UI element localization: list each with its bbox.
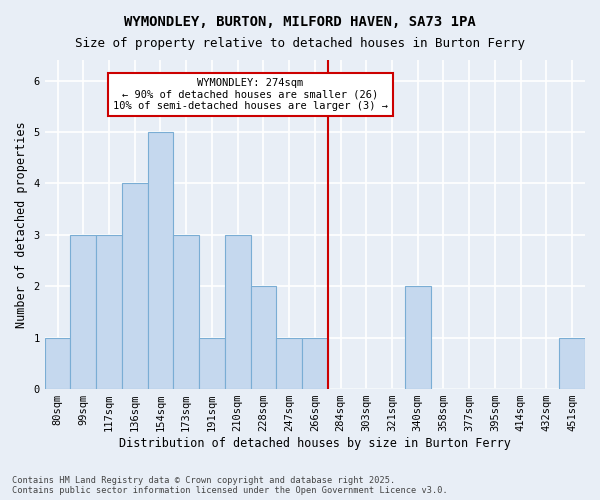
Text: WYMONDLEY: 274sqm
← 90% of detached houses are smaller (26)
10% of semi-detached: WYMONDLEY: 274sqm ← 90% of detached hous… bbox=[113, 78, 388, 111]
Bar bbox=[302, 338, 328, 389]
Bar bbox=[559, 338, 585, 389]
Bar bbox=[122, 184, 148, 389]
Bar bbox=[276, 338, 302, 389]
Bar bbox=[148, 132, 173, 389]
Bar bbox=[225, 235, 251, 389]
Bar bbox=[251, 286, 276, 389]
X-axis label: Distribution of detached houses by size in Burton Ferry: Distribution of detached houses by size … bbox=[119, 437, 511, 450]
Text: WYMONDLEY, BURTON, MILFORD HAVEN, SA73 1PA: WYMONDLEY, BURTON, MILFORD HAVEN, SA73 1… bbox=[124, 15, 476, 29]
Y-axis label: Number of detached properties: Number of detached properties bbox=[15, 121, 28, 328]
Text: Size of property relative to detached houses in Burton Ferry: Size of property relative to detached ho… bbox=[75, 38, 525, 51]
Bar bbox=[199, 338, 225, 389]
Bar bbox=[44, 338, 70, 389]
Bar bbox=[173, 235, 199, 389]
Text: Contains HM Land Registry data © Crown copyright and database right 2025.
Contai: Contains HM Land Registry data © Crown c… bbox=[12, 476, 448, 495]
Bar bbox=[96, 235, 122, 389]
Bar bbox=[405, 286, 431, 389]
Bar bbox=[70, 235, 96, 389]
